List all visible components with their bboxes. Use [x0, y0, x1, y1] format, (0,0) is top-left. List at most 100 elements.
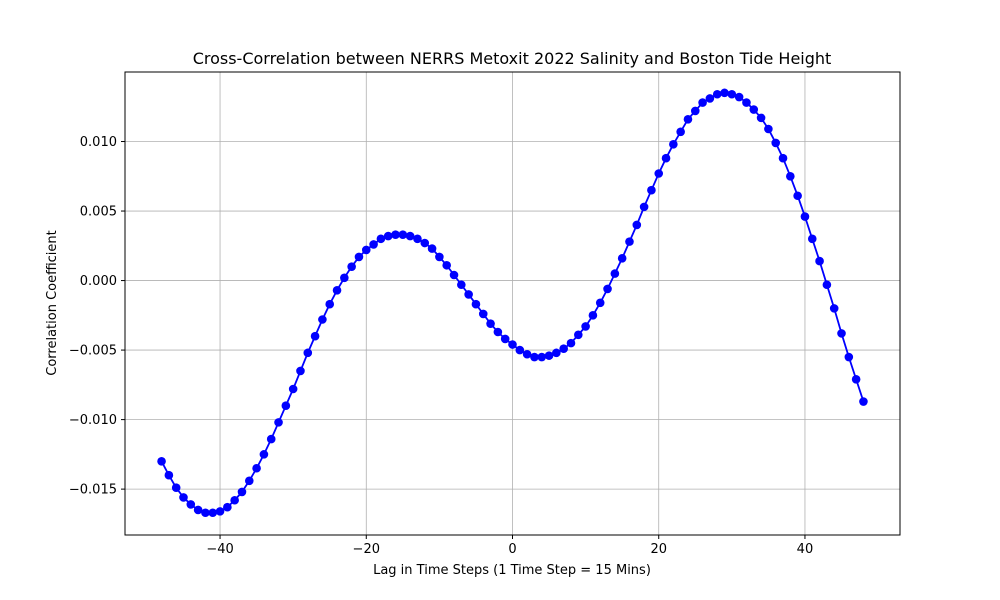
- x-tick-label: 0: [508, 542, 516, 557]
- data-point: [383, 231, 393, 241]
- data-point: [288, 384, 298, 394]
- data-point: [676, 127, 685, 137]
- data-point: [610, 269, 620, 278]
- data-point: [742, 98, 751, 107]
- data-point: [208, 508, 218, 518]
- data-point: [413, 234, 422, 244]
- y-axis-label: Correlation Coefficient: [45, 230, 60, 376]
- x-axis-label: Lag in Time Steps (1 Time Step = 15 Mins…: [373, 563, 651, 578]
- data-point: [559, 344, 568, 353]
- data-point: [566, 338, 576, 348]
- data-point: [427, 244, 437, 253]
- data-point: [259, 450, 269, 459]
- data-point: [690, 106, 700, 116]
- data-point: [654, 169, 664, 178]
- data-point: [464, 290, 473, 299]
- data-point: [698, 98, 707, 107]
- data-point: [786, 171, 795, 181]
- data-point: [581, 322, 590, 331]
- data-point: [471, 299, 481, 309]
- data-point: [303, 348, 313, 358]
- data-point: [193, 505, 203, 515]
- data-point: [639, 202, 649, 212]
- data-point: [361, 245, 371, 255]
- data-point: [179, 493, 188, 502]
- data-point: [756, 113, 766, 123]
- data-point: [851, 374, 861, 384]
- data-point: [815, 256, 824, 266]
- axis-ticks: −40 −20 0 20 40 −0.015 −0.010 −0.005 0.000 0.005 0…: [69, 135, 813, 557]
- data-point: [530, 352, 539, 362]
- data-point: [552, 348, 561, 358]
- data-point: [574, 330, 583, 340]
- data-point: [522, 349, 532, 359]
- x-tick-label: −40: [206, 542, 233, 557]
- data-point: [859, 397, 868, 406]
- data-point: [771, 138, 781, 148]
- data-point: [164, 470, 174, 480]
- y-tick-label: −0.015: [69, 483, 117, 498]
- data-point: [822, 280, 832, 290]
- data-point: [186, 500, 196, 509]
- data-point: [266, 434, 276, 444]
- data-point: [647, 185, 656, 195]
- data-point: [800, 212, 810, 221]
- chart-title: Cross-Correlation between NERRS Metoxit …: [193, 49, 832, 68]
- data-point: [508, 340, 517, 349]
- data-point: [625, 237, 634, 246]
- data-point: [500, 334, 510, 344]
- data-point: [807, 234, 817, 244]
- data-point: [844, 352, 854, 362]
- data-point: [515, 345, 525, 355]
- data-point: [420, 238, 430, 248]
- series-layer: [157, 88, 868, 518]
- data-point: [493, 327, 503, 337]
- data-point: [347, 262, 356, 271]
- data-point: [669, 140, 678, 149]
- y-tick-label: 0.005: [80, 205, 117, 220]
- data-point: [793, 191, 802, 201]
- data-point: [244, 476, 254, 486]
- data-point: [201, 508, 210, 518]
- data-point: [296, 366, 305, 376]
- data-point: [683, 114, 693, 124]
- data-point: [332, 285, 342, 295]
- y-tick-label: −0.005: [69, 344, 117, 359]
- data-point: [720, 88, 729, 98]
- data-point: [171, 483, 181, 493]
- x-tick-label: −20: [353, 542, 380, 557]
- data-point: [829, 304, 839, 313]
- y-tick-label: −0.010: [69, 413, 117, 428]
- data-point: [734, 92, 744, 102]
- data-point: [837, 329, 846, 338]
- data-point: [318, 315, 327, 324]
- x-tick-label: 40: [797, 542, 814, 557]
- data-point: [442, 260, 451, 270]
- grid: [125, 72, 900, 535]
- data-point: [354, 252, 364, 262]
- data-point: [391, 230, 400, 239]
- x-tick-label: 20: [650, 542, 667, 557]
- data-point: [376, 234, 386, 244]
- data-point: [405, 231, 415, 241]
- data-point: [435, 252, 444, 262]
- data-point: [449, 270, 459, 280]
- data-point: [398, 230, 408, 239]
- data-point: [778, 153, 788, 163]
- y-tick-label: 0.000: [80, 274, 117, 289]
- data-point: [325, 299, 335, 309]
- data-point: [544, 351, 554, 360]
- data-point: [661, 153, 671, 163]
- data-point: [230, 495, 239, 505]
- data-point: [274, 418, 283, 427]
- data-point: [712, 89, 722, 99]
- data-point: [457, 280, 466, 290]
- data-point: [537, 352, 547, 362]
- data-point: [588, 311, 598, 320]
- data-point: [486, 319, 495, 328]
- data-point: [478, 309, 488, 319]
- data-point: [281, 401, 291, 410]
- data-point: [764, 124, 773, 134]
- data-point: [252, 463, 261, 473]
